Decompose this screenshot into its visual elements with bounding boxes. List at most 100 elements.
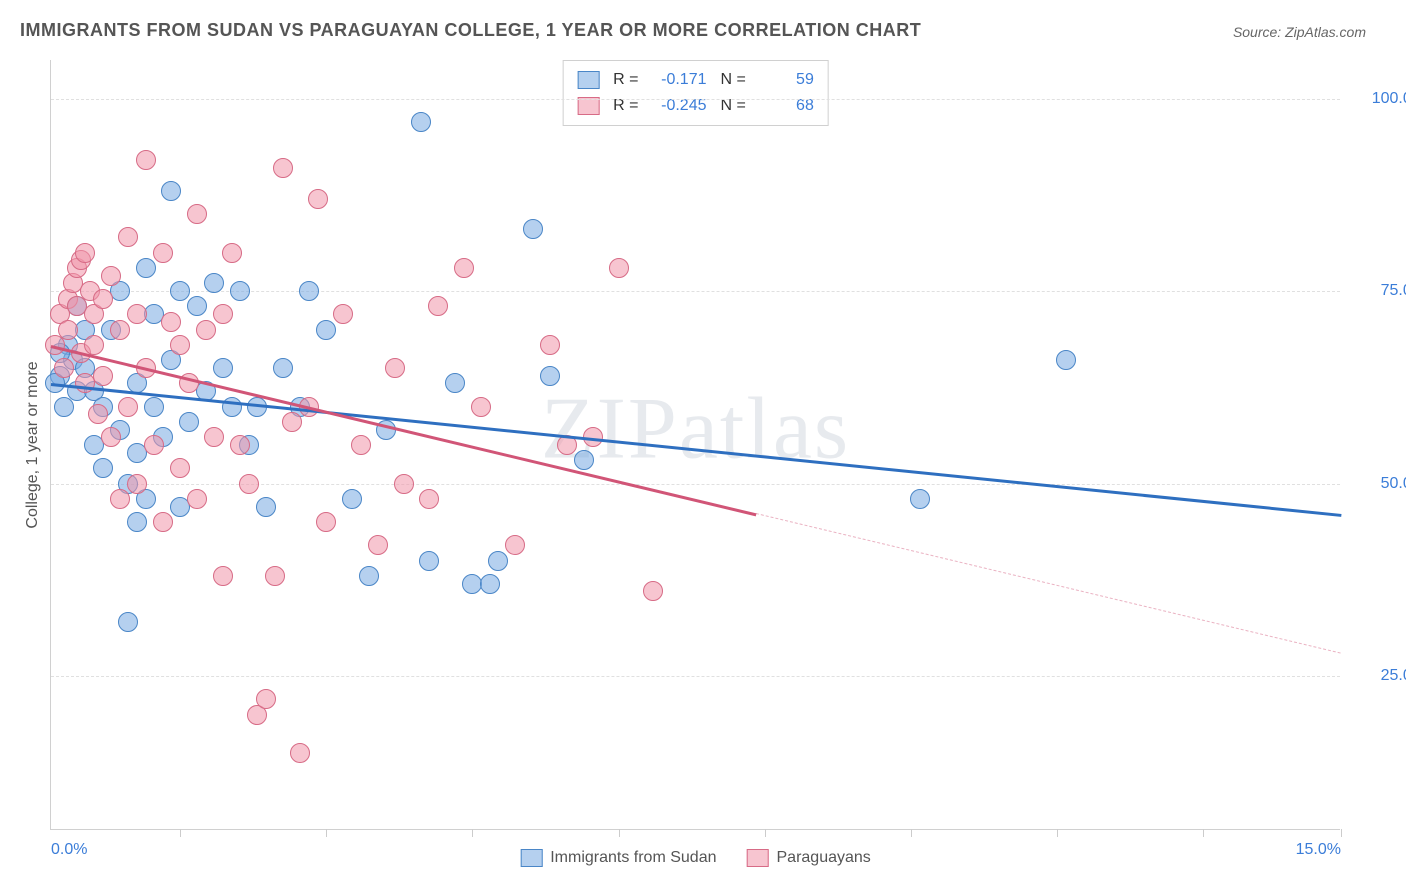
scatter-point-paraguay	[101, 427, 121, 447]
scatter-point-paraguay	[153, 512, 173, 532]
scatter-point-paraguay	[127, 474, 147, 494]
scatter-point-sudan	[480, 574, 500, 594]
swatch-sudan	[520, 849, 542, 867]
scatter-point-sudan	[299, 281, 319, 301]
scatter-point-paraguay	[368, 535, 388, 555]
scatter-point-paraguay	[428, 296, 448, 316]
stat-val-r-paraguay: -0.245	[649, 97, 707, 115]
scatter-point-sudan	[273, 358, 293, 378]
scatter-point-sudan	[204, 273, 224, 293]
scatter-point-paraguay	[273, 158, 293, 178]
scatter-point-paraguay	[101, 266, 121, 286]
stat-label-n: N =	[721, 97, 746, 115]
scatter-point-sudan	[574, 450, 594, 470]
chart-title: IMMIGRANTS FROM SUDAN VS PARAGUAYAN COLL…	[20, 20, 921, 41]
scatter-point-paraguay	[239, 474, 259, 494]
scatter-point-paraguay	[394, 474, 414, 494]
scatter-point-paraguay	[265, 566, 285, 586]
legend-row-sudan: R = -0.171 N = 59	[577, 67, 814, 93]
scatter-point-paraguay	[93, 366, 113, 386]
scatter-point-sudan	[342, 489, 362, 509]
scatter-point-paraguay	[196, 320, 216, 340]
scatter-point-paraguay	[153, 243, 173, 263]
stat-val-r-sudan: -0.171	[649, 71, 707, 89]
scatter-point-paraguay	[351, 435, 371, 455]
scatter-point-sudan	[127, 512, 147, 532]
scatter-point-paraguay	[161, 312, 181, 332]
x-tick-mark	[1203, 829, 1204, 837]
scatter-point-paraguay	[213, 304, 233, 324]
scatter-point-paraguay	[385, 358, 405, 378]
scatter-point-sudan	[419, 551, 439, 571]
scatter-point-paraguay	[136, 150, 156, 170]
stat-val-n-paraguay: 68	[756, 97, 814, 115]
scatter-point-paraguay	[118, 397, 138, 417]
x-tick-label: 0.0%	[51, 841, 87, 859]
scatter-point-paraguay	[609, 258, 629, 278]
scatter-point-paraguay	[144, 435, 164, 455]
scatter-point-sudan	[488, 551, 508, 571]
scatter-point-paraguay	[419, 489, 439, 509]
scatter-point-paraguay	[230, 435, 250, 455]
scatter-point-paraguay	[110, 489, 130, 509]
scatter-point-paraguay	[187, 204, 207, 224]
scatter-point-paraguay	[204, 427, 224, 447]
x-tick-mark	[180, 829, 181, 837]
y-axis-label: College, 1 year or more	[24, 361, 42, 528]
scatter-point-paraguay	[540, 335, 560, 355]
y-tick-label: 75.0%	[1346, 282, 1406, 300]
scatter-point-paraguay	[471, 397, 491, 417]
stat-label-r: R =	[613, 97, 638, 115]
y-tick-label: 25.0%	[1346, 667, 1406, 685]
scatter-point-sudan	[230, 281, 250, 301]
scatter-point-sudan	[445, 373, 465, 393]
scatter-point-paraguay	[54, 358, 74, 378]
y-tick-label: 50.0%	[1346, 475, 1406, 493]
legend-stats: R = -0.171 N = 59 R = -0.245 N = 68	[562, 60, 829, 126]
scatter-point-paraguay	[333, 304, 353, 324]
scatter-point-sudan	[411, 112, 431, 132]
scatter-point-paraguay	[505, 535, 525, 555]
scatter-point-paraguay	[88, 404, 108, 424]
plot-area: College, 1 year or more ZIPatlas R = -0.…	[50, 60, 1340, 830]
scatter-point-paraguay	[118, 227, 138, 247]
scatter-point-paraguay	[187, 489, 207, 509]
scatter-point-paraguay	[643, 581, 663, 601]
scatter-point-paraguay	[170, 335, 190, 355]
x-tick-mark	[472, 829, 473, 837]
scatter-point-paraguay	[256, 689, 276, 709]
legend-label-paraguay: Paraguayans	[776, 849, 870, 867]
scatter-point-sudan	[316, 320, 336, 340]
scatter-point-sudan	[256, 497, 276, 517]
trend-line	[756, 513, 1341, 654]
gridline-h	[51, 676, 1340, 677]
stat-label-r: R =	[613, 71, 638, 89]
chart-container: IMMIGRANTS FROM SUDAN VS PARAGUAYAN COLL…	[0, 0, 1406, 892]
x-tick-mark	[765, 829, 766, 837]
scatter-point-sudan	[144, 397, 164, 417]
scatter-point-paraguay	[222, 243, 242, 263]
swatch-paraguay	[746, 849, 768, 867]
scatter-point-paraguay	[213, 566, 233, 586]
scatter-point-sudan	[118, 612, 138, 632]
scatter-point-paraguay	[454, 258, 474, 278]
scatter-point-sudan	[1056, 350, 1076, 370]
scatter-point-sudan	[213, 358, 233, 378]
x-tick-mark	[619, 829, 620, 837]
source-name: ZipAtlas.com	[1285, 24, 1366, 40]
legend-item-sudan: Immigrants from Sudan	[520, 849, 716, 867]
scatter-point-paraguay	[316, 512, 336, 532]
scatter-point-sudan	[523, 219, 543, 239]
scatter-point-sudan	[93, 458, 113, 478]
stat-val-n-sudan: 59	[756, 71, 814, 89]
scatter-point-paraguay	[127, 304, 147, 324]
x-tick-mark	[1057, 829, 1058, 837]
legend-item-paraguay: Paraguayans	[746, 849, 870, 867]
stat-label-n: N =	[721, 71, 746, 89]
scatter-point-paraguay	[282, 412, 302, 432]
scatter-point-paraguay	[84, 335, 104, 355]
scatter-point-sudan	[161, 181, 181, 201]
source-credit: Source: ZipAtlas.com	[1233, 24, 1366, 40]
scatter-point-paraguay	[75, 243, 95, 263]
scatter-point-sudan	[540, 366, 560, 386]
